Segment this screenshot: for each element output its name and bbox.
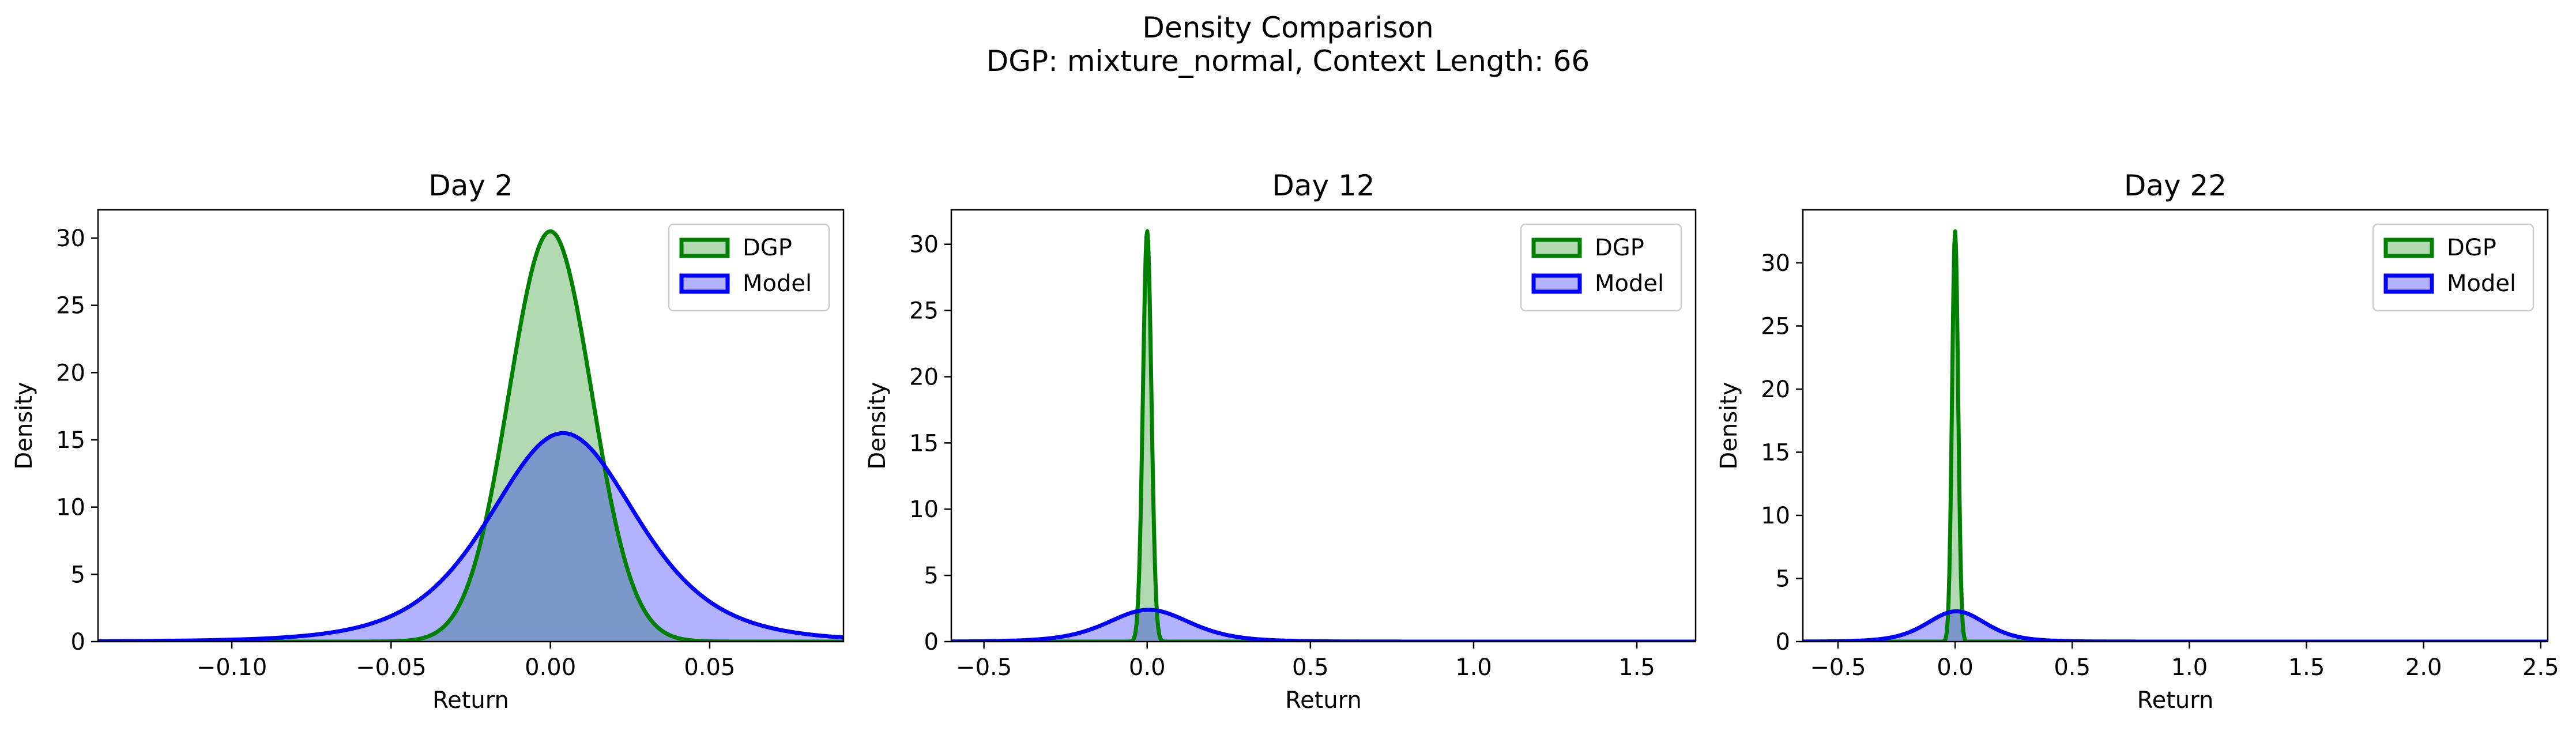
legend: DGP Model (1520, 223, 1682, 312)
legend-label-model: Model (2447, 270, 2516, 297)
legend-swatch-dgp (1531, 238, 1582, 258)
figure-title: Density Comparison (1142, 11, 1433, 44)
x-tick-label: 0.00 (525, 654, 576, 681)
y-tick-label: 0 (1776, 629, 1790, 655)
legend-frame (668, 223, 830, 312)
y-tick-label: 5 (924, 563, 939, 589)
y-tick-label: 20 (56, 360, 85, 386)
legend-label-dgp: DGP (1595, 235, 1644, 261)
x-axis-label: Return (1285, 687, 1362, 714)
legend-swatch-dgp (679, 238, 730, 258)
x-tick-label: 2.5 (2522, 654, 2559, 681)
x-tick-label: 1.0 (1455, 654, 1492, 681)
legend-label-dgp: DGP (2447, 235, 2496, 261)
y-tick-label: 15 (1761, 439, 1790, 466)
x-tick-label: 0.5 (1292, 654, 1329, 681)
x-tick-label: 0.05 (684, 654, 735, 681)
x-axis-label: Return (2137, 687, 2214, 714)
x-tick-label: −0.5 (956, 654, 1012, 681)
y-tick-label: 20 (1761, 376, 1790, 403)
x-tick-label: −0.10 (197, 654, 268, 681)
legend-label-model: Model (743, 270, 812, 297)
y-tick-label: 10 (1761, 503, 1790, 529)
subplot-title: Day 22 (2124, 169, 2227, 202)
y-tick-label: 30 (56, 225, 85, 252)
subplot-day-12: −0.5 0.0 0.5 1.0 1.5 0 5 10 15 20 25 30 Return Densit… (864, 169, 1697, 714)
subplot-title: Day 2 (428, 169, 513, 202)
y-tick-label: 5 (1776, 566, 1790, 592)
x-axis-label: Return (432, 687, 509, 714)
y-tick-label: 25 (56, 293, 85, 319)
x-tick-label: 1.0 (2171, 654, 2208, 681)
y-tick-label: 30 (1761, 250, 1790, 277)
x-tick-label: 0.0 (1129, 654, 1166, 681)
y-tick-label: 20 (909, 364, 939, 390)
subplot-day-2: −0.10 −0.05 0.00 0.05 0 5 10 15 20 25 30 Return Dens… (11, 169, 845, 714)
y-tick-label: 10 (56, 495, 85, 521)
x-tick-label: 1.5 (1618, 654, 1655, 681)
y-axis-label: Density (864, 382, 891, 469)
y-tick-label: 0 (924, 629, 939, 655)
legend-frame (2372, 223, 2534, 312)
y-tick-label: 30 (909, 232, 939, 258)
legend: DGP Model (2372, 223, 2534, 312)
x-tick-label: 1.5 (2288, 654, 2325, 681)
axes-frame (1802, 209, 2549, 643)
y-tick-label: 5 (71, 561, 85, 588)
y-tick-label: 10 (909, 496, 939, 523)
figure-subtitle: DGP: mixture_normal, Context Length: 66 (986, 44, 1590, 78)
legend-frame (1520, 223, 1682, 312)
legend-label-dgp: DGP (743, 235, 792, 261)
series-fill-model (98, 433, 843, 642)
x-tick-label: 2.0 (2405, 654, 2442, 681)
series-fill-model (1803, 611, 2548, 642)
axes-frame (950, 209, 1697, 643)
x-tick-label: −0.05 (356, 654, 427, 681)
x-tick-label: −0.5 (1810, 654, 1866, 681)
legend: DGP Model (668, 223, 830, 312)
y-tick-label: 15 (56, 427, 85, 454)
legend-swatch-dgp (2383, 238, 2434, 258)
legend-swatch-model (1531, 273, 1582, 294)
y-axis-label: Density (11, 382, 37, 469)
axes-frame (97, 209, 845, 643)
y-tick-label: 25 (1761, 313, 1790, 340)
subplot-title: Day 12 (1272, 169, 1374, 202)
subplot-day-22: −0.5 0.0 0.5 1.0 1.5 2.0 2.5 0 5 10 15 20 25 30 Return… (1716, 169, 2559, 714)
y-axis-label: Density (1716, 382, 1742, 469)
series-line-model (98, 431, 843, 642)
x-tick-label: 0.0 (1937, 654, 1974, 681)
legend-label-model: Model (1595, 270, 1664, 297)
y-tick-label: 0 (71, 629, 85, 655)
y-tick-label: 25 (909, 298, 939, 325)
x-tick-label: 0.5 (2054, 654, 2091, 681)
legend-swatch-model (679, 273, 730, 294)
legend-swatch-model (2383, 273, 2434, 294)
y-tick-label: 15 (909, 430, 939, 457)
